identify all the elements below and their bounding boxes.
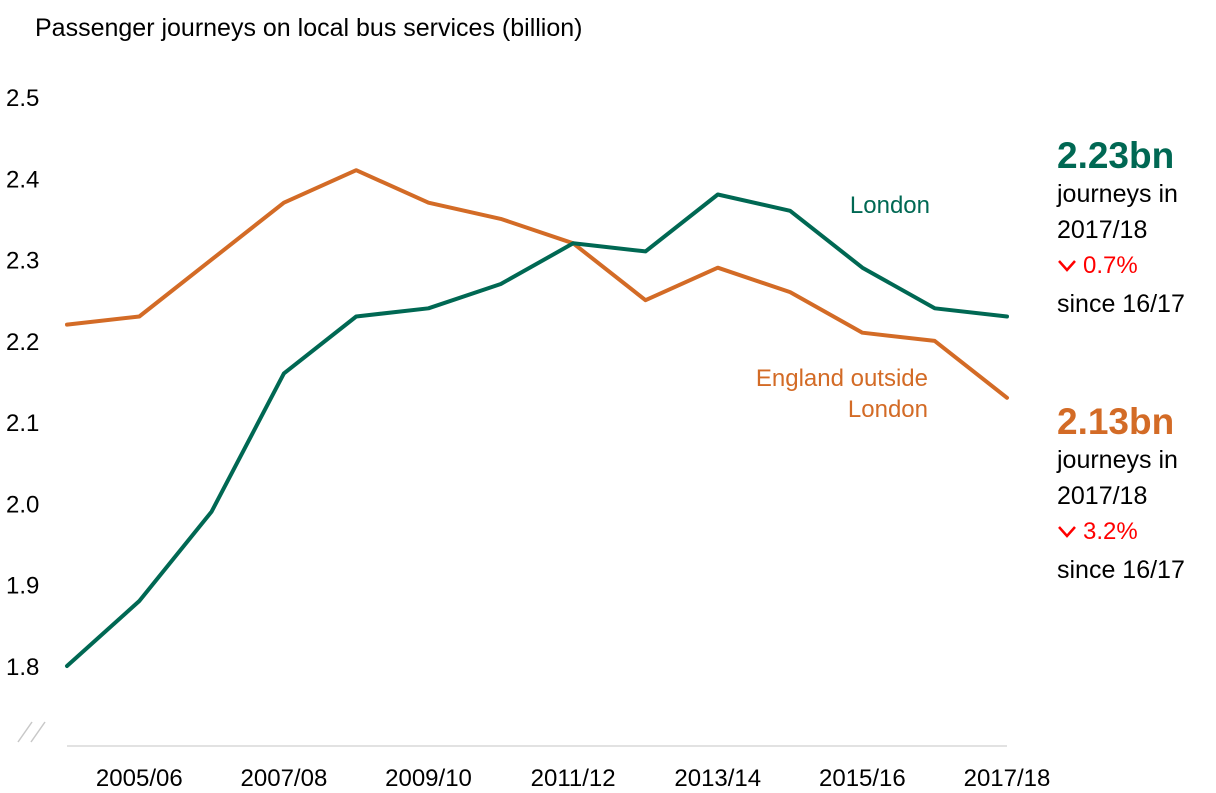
england-series-label: England outside — [756, 365, 928, 392]
england-annotation: 2.13bn journeys in 2017/18 3.2% since 16… — [1057, 402, 1185, 588]
y-tick-label: 2.0 — [6, 491, 39, 518]
x-tick-label: 2005/06 — [96, 765, 183, 792]
england-since: since 16/17 — [1057, 556, 1185, 584]
x-tick-label: 2011/12 — [531, 765, 616, 792]
london-value: 2.23bn — [1057, 135, 1175, 176]
london-line2: 2017/18 — [1057, 216, 1148, 244]
chart-title: Passenger journeys on local bus services… — [35, 14, 583, 42]
y-tick-label: 2.2 — [6, 329, 39, 356]
london-annotation: 2.23bn journeys in 2017/18 0.7% since 16… — [1057, 136, 1185, 322]
y-axis: 1.8 1.9 2.0 2.1 2.2 2.3 2.4 2.5 — [6, 85, 39, 681]
axis-break-icon — [17, 721, 46, 743]
x-axis: 2005/06 2007/08 2009/10 2011/12 2013/14 2015/… — [96, 765, 1050, 792]
x-tick-label: 2007/08 — [241, 765, 328, 792]
england-series-line — [65, 168, 1009, 400]
y-tick-label: 1.8 — [6, 654, 39, 681]
x-tick-label: 2009/10 — [385, 765, 472, 792]
london-change-value: 0.7% — [1083, 252, 1138, 279]
london-change: 0.7% — [1057, 248, 1185, 284]
y-tick-label: 2.1 — [6, 410, 39, 437]
england-change: 3.2% — [1057, 514, 1185, 550]
down-chevron-icon — [1058, 526, 1076, 538]
x-tick-label: 2017/18 — [964, 765, 1051, 792]
y-tick-label: 2.4 — [6, 166, 39, 193]
y-tick-label: 2.5 — [6, 85, 39, 112]
england-line2: 2017/18 — [1057, 482, 1148, 510]
down-chevron-icon — [1058, 260, 1076, 272]
london-series-line — [65, 192, 1009, 668]
london-line1: journeys in — [1057, 180, 1178, 208]
x-tick-label: 2015/16 — [819, 765, 906, 792]
london-series-label: London — [850, 192, 930, 219]
y-tick-label: 2.3 — [6, 248, 39, 275]
x-tick-label: 2013/14 — [674, 765, 761, 792]
england-series-label: London — [848, 396, 928, 423]
london-since: since 16/17 — [1057, 290, 1185, 318]
england-line1: journeys in — [1057, 446, 1178, 474]
y-tick-label: 1.9 — [6, 573, 39, 600]
england-value: 2.13bn — [1057, 401, 1175, 442]
england-change-value: 3.2% — [1083, 518, 1138, 545]
